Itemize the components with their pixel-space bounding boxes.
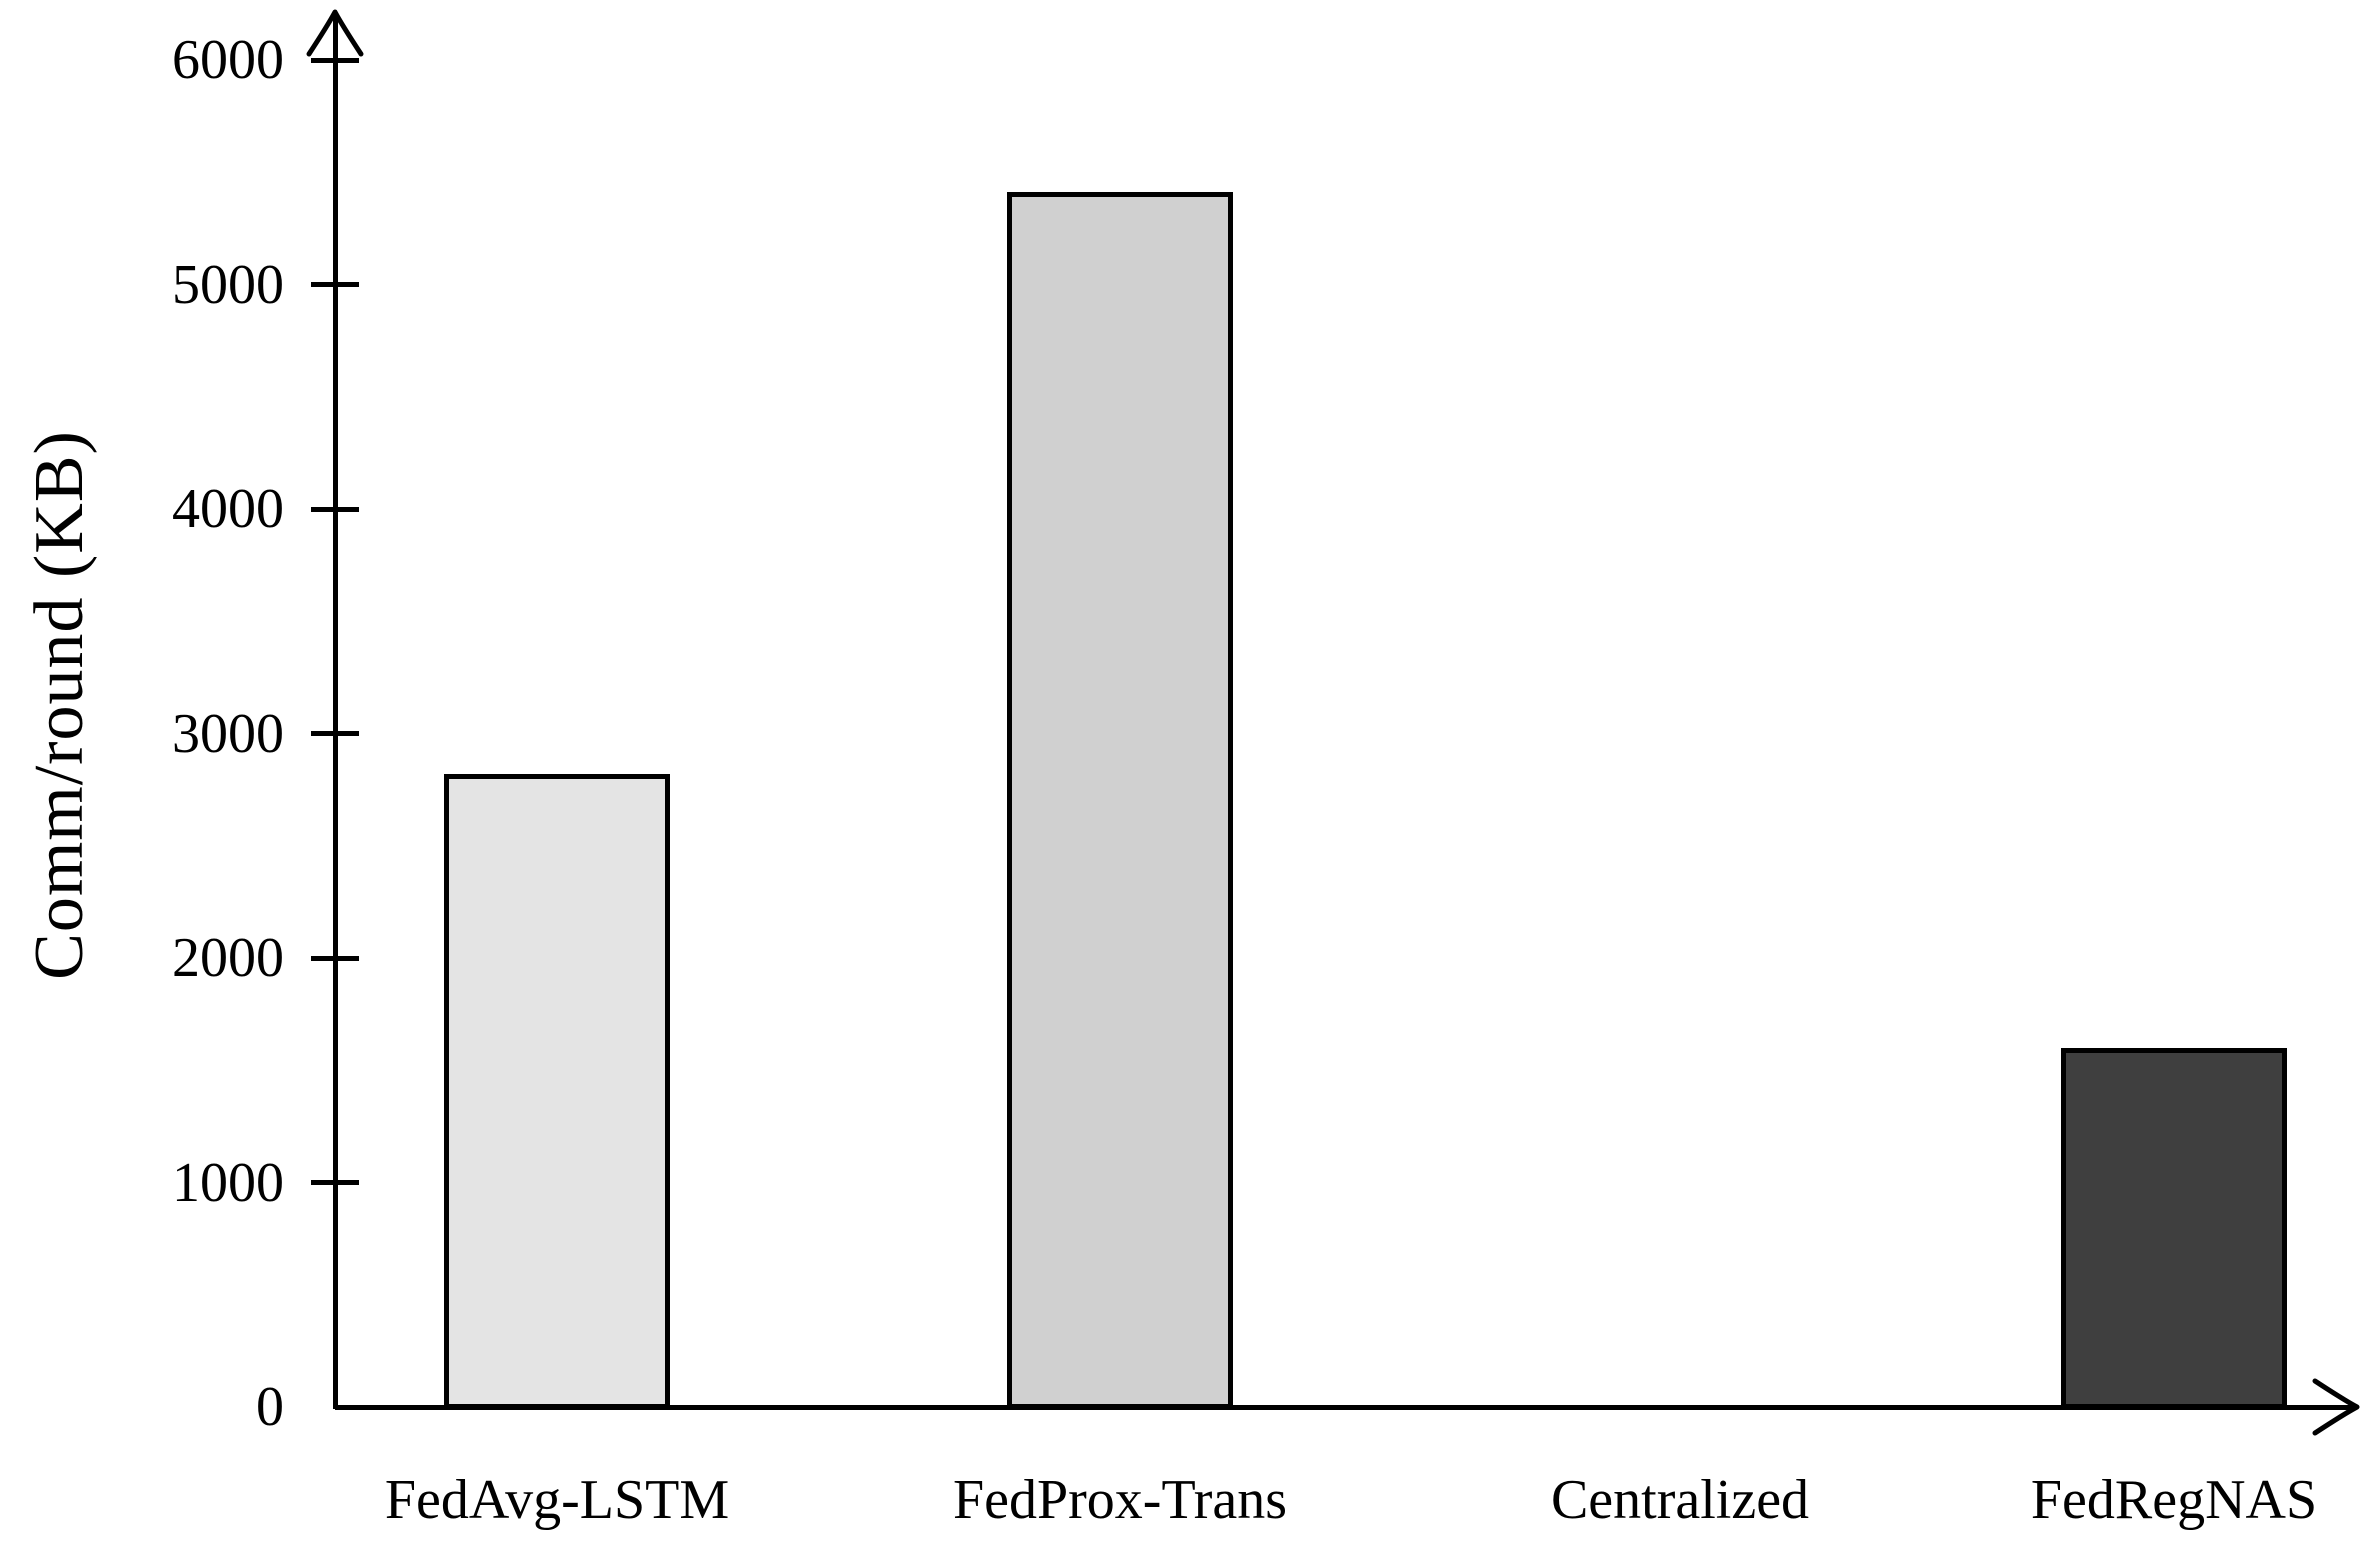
y-axis-line: [333, 16, 338, 1409]
y-tick-label: 1000: [172, 1151, 284, 1214]
x-axis-line: [335, 1405, 2355, 1410]
x-category-label: FedRegNAS: [2030, 1469, 2318, 1531]
x-category-label: Centralized: [1550, 1469, 1810, 1531]
y-tick-label: 5000: [172, 253, 284, 316]
y-tick-label: 0: [256, 1376, 284, 1438]
y-tick-label: 3000: [172, 702, 284, 765]
bar-FedAvg-LSTM: [444, 774, 670, 1409]
x-category-label: FedAvg-LSTM: [384, 1469, 730, 1531]
bar-FedRegNAS: [2061, 1048, 2287, 1409]
y-tick-mark: [311, 731, 359, 736]
y-tick-label: 4000: [172, 478, 284, 540]
bar-FedProx-Trans: [1007, 192, 1233, 1409]
x-category-label: FedProx-Trans: [953, 1469, 1287, 1531]
y-tick-mark: [311, 57, 359, 63]
y-tick-mark: [311, 282, 359, 287]
y-tick-mark: [311, 1180, 359, 1185]
y-tick-mark: [311, 955, 359, 961]
y-tick-label: 6000: [172, 29, 284, 91]
y-tick-mark: [311, 506, 359, 512]
y-tick-label: 2000: [172, 927, 284, 989]
